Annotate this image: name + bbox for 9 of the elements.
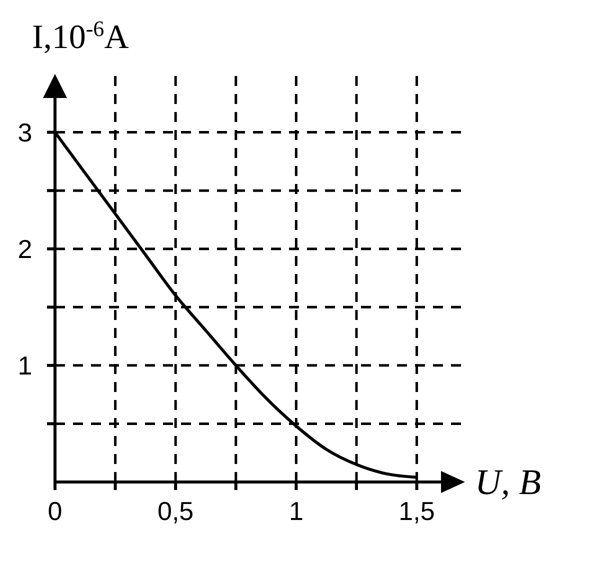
y-tick-label: 2 bbox=[18, 234, 32, 264]
x-tick-label: 0 bbox=[48, 496, 62, 526]
y-axis-title: I,10$^{-6}$A bbox=[32, 16, 130, 56]
x-tick-label: 1,5 bbox=[398, 496, 435, 526]
y-tick-label: 3 bbox=[18, 117, 32, 148]
x-tick-label: 0,5 bbox=[158, 496, 194, 526]
y-tick-label: 1 bbox=[18, 350, 32, 380]
x-tick-label: 1 bbox=[288, 496, 304, 526]
x-axis-title: U, B bbox=[475, 462, 541, 502]
